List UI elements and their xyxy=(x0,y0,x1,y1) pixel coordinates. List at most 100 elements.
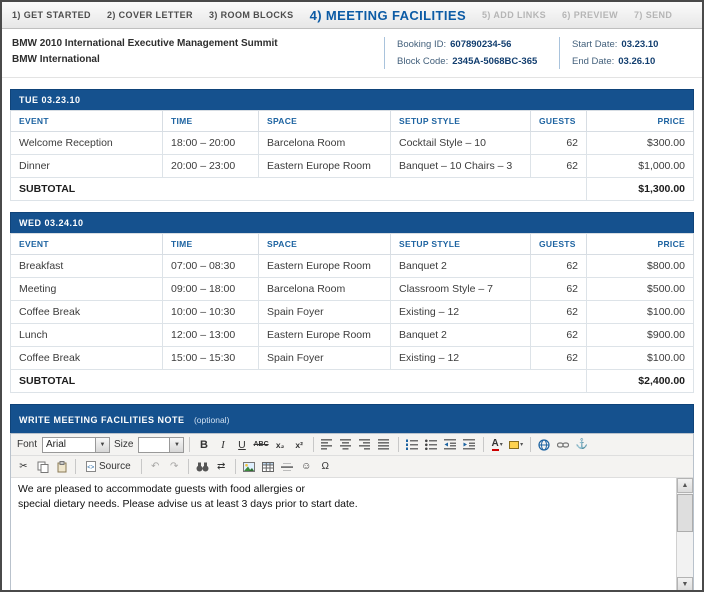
table-icon[interactable] xyxy=(260,458,277,475)
cell-event: Coffee Break xyxy=(11,301,163,324)
link-icon[interactable] xyxy=(536,436,553,453)
paste-icon[interactable] xyxy=(53,458,70,475)
scroll-down-icon[interactable]: ▼ xyxy=(677,577,693,592)
cell-space: Eastern Europe Room xyxy=(259,324,391,347)
svg-text:<>: <> xyxy=(87,465,95,471)
editor-body: We are pleased to accommodate guests wit… xyxy=(11,478,693,592)
align-center-icon[interactable] xyxy=(338,436,355,453)
step-room-blocks[interactable]: 3) ROOM BLOCKS xyxy=(209,10,294,20)
chevron-down-icon[interactable]: ▼ xyxy=(95,438,109,452)
cell-price: $900.00 xyxy=(587,324,694,347)
cell-setup-style: Existing – 12 xyxy=(391,301,531,324)
cell-space: Eastern Europe Room xyxy=(259,155,391,178)
align-left-icon[interactable] xyxy=(319,436,336,453)
text-color-icon[interactable]: A▾ xyxy=(489,436,506,453)
underline-icon[interactable]: U xyxy=(233,436,250,453)
font-select[interactable]: Arial ▼ xyxy=(42,437,110,453)
cell-price: $1,000.00 xyxy=(587,155,694,178)
source-button[interactable]: <> Source xyxy=(81,458,136,475)
cell-event: Coffee Break xyxy=(11,347,163,370)
note-title: WRITE MEETING FACILITIES NOTE xyxy=(19,415,185,425)
cell-price: $100.00 xyxy=(587,347,694,370)
replace-icon[interactable]: ⇄ xyxy=(213,458,230,475)
day-section-tue: TUE 03.23.10 EVENT TIME SPACE SETUP STYL… xyxy=(10,89,694,201)
end-date-value: 03.26.10 xyxy=(618,56,655,67)
special-char-icon[interactable]: Ω xyxy=(317,458,334,475)
note-section: WRITE MEETING FACILITIES NOTE (optional)… xyxy=(10,404,694,592)
subtotal-value: $1,300.00 xyxy=(587,178,694,201)
cell-setup-style: Banquet 2 xyxy=(391,255,531,278)
undo-icon[interactable]: ↶ xyxy=(147,458,164,475)
font-select-value: Arial xyxy=(43,439,95,450)
source-button-label: Source xyxy=(99,461,131,472)
cut-icon[interactable]: ✂ xyxy=(15,458,32,475)
cell-price: $100.00 xyxy=(587,301,694,324)
bold-icon[interactable]: B xyxy=(195,436,212,453)
size-select[interactable]: ▼ xyxy=(138,437,184,453)
italic-icon[interactable]: I xyxy=(214,436,231,453)
separator xyxy=(384,37,385,69)
editor-toolbar-row1: Font Arial ▼ Size ▼ B I U ABC x₂ x² xyxy=(11,434,693,456)
booking-id-value: 607890234-56 xyxy=(450,39,511,50)
booking-title-block: BMW 2010 International Executive Managem… xyxy=(12,36,372,70)
find-icon[interactable] xyxy=(194,458,211,475)
align-right-icon[interactable] xyxy=(357,436,374,453)
increase-indent-icon[interactable] xyxy=(461,436,478,453)
cell-time: 15:00 – 15:30 xyxy=(163,347,259,370)
align-justify-icon[interactable] xyxy=(376,436,393,453)
decrease-indent-icon[interactable] xyxy=(442,436,459,453)
background-color-icon[interactable]: ▾ xyxy=(508,436,525,453)
cell-space: Spain Foyer xyxy=(259,347,391,370)
cell-price: $800.00 xyxy=(587,255,694,278)
strikethrough-icon[interactable]: ABC xyxy=(252,436,269,453)
cell-event: Dinner xyxy=(11,155,163,178)
col-guests: GUESTS xyxy=(531,234,587,255)
block-code-label: Block Code: xyxy=(397,56,448,67)
step-cover-letter[interactable]: 2) COVER LETTER xyxy=(107,10,193,20)
cell-space: Eastern Europe Room xyxy=(259,255,391,278)
step-send: 7) SEND xyxy=(634,10,672,20)
chevron-down-icon[interactable]: ▼ xyxy=(169,438,183,452)
table-row: Lunch 12:00 – 13:00 Eastern Europe Room … xyxy=(11,324,694,347)
cell-guests: 62 xyxy=(531,278,587,301)
superscript-icon[interactable]: x² xyxy=(291,436,308,453)
unlink-icon[interactable] xyxy=(555,436,572,453)
note-optional-label: (optional) xyxy=(194,415,229,425)
day-header-wed: WED 03.24.10 xyxy=(10,212,694,233)
bulleted-list-icon[interactable] xyxy=(423,436,440,453)
copy-icon[interactable] xyxy=(34,458,51,475)
start-date-value: 03.23.10 xyxy=(621,39,658,50)
booking-codes: Booking ID:607890234-56 Block Code:2345A… xyxy=(397,36,547,70)
events-table-tue: EVENT TIME SPACE SETUP STYLE GUESTS PRIC… xyxy=(10,110,694,201)
anchor-icon[interactable]: ⚓ xyxy=(574,436,591,453)
horizontal-rule-icon[interactable] xyxy=(279,458,296,475)
subscript-icon[interactable]: x₂ xyxy=(272,436,289,453)
col-price: PRICE xyxy=(587,234,694,255)
cell-space: Spain Foyer xyxy=(259,301,391,324)
column-header-row: EVENT TIME SPACE SETUP STYLE GUESTS PRIC… xyxy=(11,111,694,132)
subtotal-value: $2,400.00 xyxy=(587,370,694,393)
font-label: Font xyxy=(17,439,37,450)
day-header-tue: TUE 03.23.10 xyxy=(10,89,694,110)
cell-setup-style: Banquet 2 xyxy=(391,324,531,347)
scrollbar-track[interactable] xyxy=(677,493,693,577)
subtotal-label: SUBTOTAL xyxy=(11,370,587,393)
cell-setup-style: Banquet – 10 Chairs – 3 xyxy=(391,155,531,178)
smiley-icon[interactable]: ☺ xyxy=(298,458,315,475)
step-get-started[interactable]: 1) GET STARTED xyxy=(12,10,91,20)
cell-setup-style: Existing – 12 xyxy=(391,347,531,370)
scrollbar-thumb[interactable] xyxy=(677,494,693,532)
step-meeting-facilities[interactable]: 4) MEETING FACILITIES xyxy=(310,8,466,23)
start-date-label: Start Date: xyxy=(572,39,617,50)
cell-guests: 62 xyxy=(531,132,587,155)
image-icon[interactable] xyxy=(241,458,258,475)
redo-icon[interactable]: ↷ xyxy=(166,458,183,475)
note-header: WRITE MEETING FACILITIES NOTE (optional) xyxy=(10,404,694,433)
scroll-up-icon[interactable]: ▲ xyxy=(677,478,693,493)
col-time: TIME xyxy=(163,234,259,255)
numbered-list-icon[interactable] xyxy=(404,436,421,453)
note-text-area[interactable]: We are pleased to accommodate guests wit… xyxy=(11,478,676,592)
separator xyxy=(141,459,142,474)
col-price: PRICE xyxy=(587,111,694,132)
editor-scrollbar: ▲ ▼ xyxy=(676,478,693,592)
